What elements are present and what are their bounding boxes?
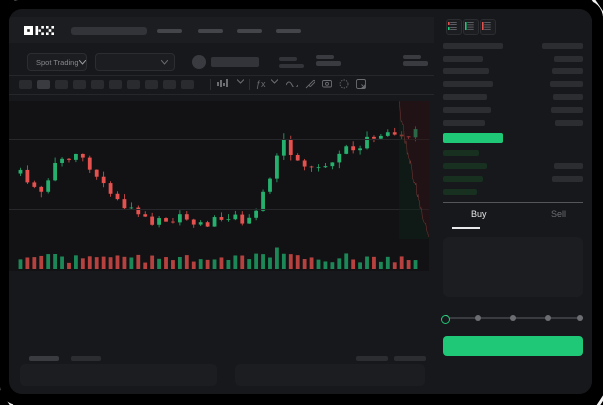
svg-text:ƒx: ƒx bbox=[256, 79, 266, 89]
